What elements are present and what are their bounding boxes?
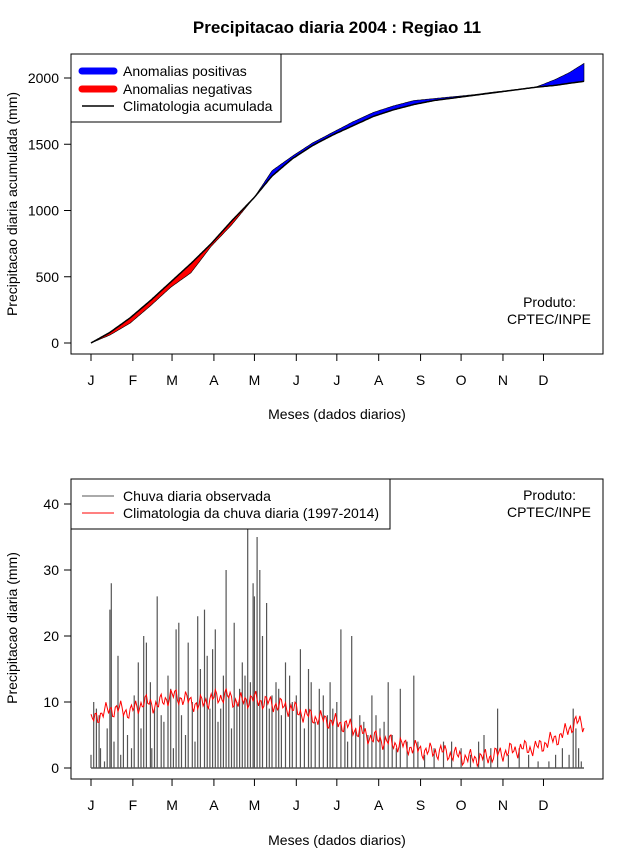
x-tick-label: F bbox=[129, 797, 138, 813]
top-y-axis: 0 500 1000 1500 2000 bbox=[28, 70, 72, 351]
legend-label-observed: Chuva diaria observada bbox=[123, 488, 271, 504]
x-tick-label: D bbox=[538, 372, 548, 388]
y-tick-label: 20 bbox=[43, 628, 59, 644]
x-tick-label: M bbox=[166, 372, 178, 388]
top-x-axis-label: Meses (dados diarios) bbox=[268, 406, 406, 422]
x-tick-label: S bbox=[416, 797, 425, 813]
x-tick-label: M bbox=[166, 797, 178, 813]
bottom-observed-bars bbox=[90, 523, 582, 768]
top-climatology-line bbox=[90, 80, 585, 344]
x-tick-label: D bbox=[538, 797, 548, 813]
y-tick-label: 10 bbox=[43, 694, 59, 710]
x-tick-label: J bbox=[293, 372, 300, 388]
bottom-legend-box bbox=[70, 478, 391, 530]
y-tick-label: 1500 bbox=[28, 136, 59, 152]
x-tick-label: J bbox=[333, 372, 340, 388]
y-tick-label: 2000 bbox=[28, 70, 59, 86]
y-tick-label: 30 bbox=[43, 562, 59, 578]
x-tick-label: J bbox=[293, 797, 300, 813]
top-plot-area bbox=[90, 62, 585, 344]
x-tick-label: M bbox=[249, 797, 261, 813]
top-y-axis-label: Precipitacao diaria acumulada (mm) bbox=[4, 92, 20, 316]
x-tick-label: A bbox=[209, 797, 219, 813]
x-tick-label: O bbox=[456, 797, 467, 813]
top-credit-line-2: CPTEC/INPE bbox=[507, 311, 591, 327]
y-tick-label: 500 bbox=[36, 269, 60, 285]
y-tick-label: 1000 bbox=[28, 203, 59, 219]
x-tick-label: M bbox=[249, 372, 261, 388]
top-legend: Anomalias positivas Anomalias negativas … bbox=[70, 53, 282, 123]
bottom-y-axis: 0 10 20 30 40 bbox=[43, 496, 72, 776]
bottom-legend: Chuva diaria observada Climatologia da c… bbox=[70, 478, 391, 530]
legend-label-daily-climatology: Climatologia da chuva diaria (1997-2014) bbox=[123, 505, 379, 521]
x-tick-label: A bbox=[209, 372, 219, 388]
y-tick-label: 0 bbox=[51, 760, 59, 776]
bottom-plot-area bbox=[90, 523, 585, 769]
negative-anomaly-area bbox=[90, 197, 255, 344]
x-tick-label: N bbox=[498, 372, 508, 388]
x-tick-label: A bbox=[374, 372, 384, 388]
x-tick-label: A bbox=[374, 797, 384, 813]
bottom-climatology-line bbox=[90, 687, 585, 768]
x-tick-label: J bbox=[333, 797, 340, 813]
x-tick-label: J bbox=[88, 372, 95, 388]
x-tick-label: N bbox=[498, 797, 508, 813]
chart-title: Precipitacao diaria 2004 : Regiao 11 bbox=[193, 18, 481, 37]
legend-label-climatology: Climatologia acumulada bbox=[123, 98, 273, 114]
legend-label-negative: Anomalias negativas bbox=[123, 81, 252, 97]
top-credit-line-1: Produto: bbox=[523, 294, 576, 310]
x-tick-label: S bbox=[416, 372, 425, 388]
x-tick-label: J bbox=[88, 797, 95, 813]
y-tick-label: 40 bbox=[43, 496, 59, 512]
y-tick-label: 0 bbox=[51, 335, 59, 351]
bottom-y-axis-label: Precipitacao diaria (mm) bbox=[4, 552, 20, 704]
bottom-credit-line-1: Produto: bbox=[523, 487, 576, 503]
bottom-credit-line-2: CPTEC/INPE bbox=[507, 504, 591, 520]
x-tick-label: F bbox=[129, 372, 138, 388]
legend-label-positive: Anomalias positivas bbox=[123, 63, 247, 79]
positive-anomaly-area bbox=[252, 62, 585, 200]
bottom-x-axis-label: Meses (dados diarios) bbox=[268, 832, 406, 848]
x-tick-label: O bbox=[456, 372, 467, 388]
